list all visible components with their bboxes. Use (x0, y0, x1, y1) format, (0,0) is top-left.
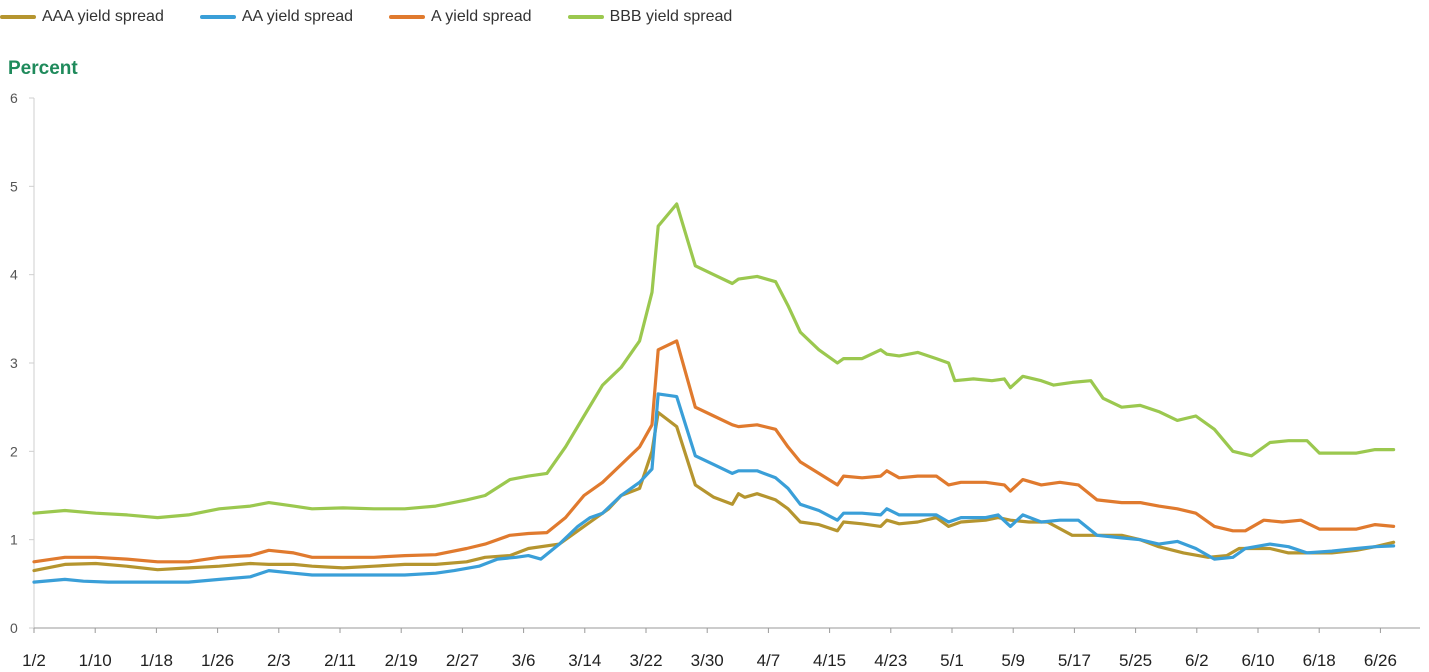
x-tick-label: 4/7 (757, 651, 781, 670)
x-tick-label: 3/6 (512, 651, 536, 670)
y-axis-unit-label: Percent (8, 58, 78, 79)
legend-item-a[interactable]: A yield spread (389, 8, 532, 26)
x-tick-label: 4/23 (874, 651, 907, 670)
y-tick-label: 3 (10, 355, 18, 371)
legend: AAA yield spread AA yield spread A yield… (0, 6, 768, 28)
x-tick-label: 6/26 (1364, 651, 1397, 670)
legend-item-aaa[interactable]: AAA yield spread (0, 8, 164, 26)
y-tick-label: 4 (10, 267, 18, 283)
legend-swatch-aa (199, 15, 236, 19)
legend-item-bbb[interactable]: BBB yield spread (567, 8, 733, 26)
x-tick-label: 5/17 (1058, 651, 1091, 670)
series-line-1 (32, 392, 1396, 584)
x-tick-label: 5/1 (940, 651, 964, 670)
legend-swatch-a (389, 15, 426, 19)
x-tick-label: 3/22 (629, 651, 662, 670)
y-tick-label: 0 (10, 620, 18, 636)
y-tick-label: 2 (10, 443, 18, 459)
x-tick-label: 5/25 (1119, 651, 1152, 670)
legend-swatch-bbb (567, 15, 604, 19)
x-tick-label: 6/18 (1303, 651, 1336, 670)
y-tick-label: 5 (10, 178, 18, 194)
x-tick-label: 6/10 (1241, 651, 1274, 670)
legend-swatch-aaa (0, 15, 36, 19)
x-tick-label: 2/11 (324, 651, 356, 670)
x-tick-label: 2/27 (446, 651, 479, 670)
x-tick-label: 3/14 (568, 651, 601, 670)
x-tick-label: 2/3 (267, 651, 291, 670)
x-tick-label: 6/2 (1185, 651, 1209, 670)
y-tick-label: 1 (10, 532, 18, 548)
y-tick-label: 6 (10, 90, 18, 106)
series-line-3 (32, 202, 1396, 520)
x-tick-label: 1/2 (22, 651, 46, 670)
legend-label-aaa: AAA yield spread (42, 8, 164, 25)
x-tick-label: 1/18 (140, 651, 173, 670)
x-tick-label: 1/26 (201, 651, 234, 670)
x-tick-label: 5/9 (1001, 651, 1025, 670)
legend-item-aa[interactable]: AA yield spread (199, 8, 354, 26)
x-tick-label: 3/30 (691, 651, 724, 670)
series-line-2 (32, 339, 1396, 564)
series-line-0 (32, 410, 1396, 573)
legend-label-a: A yield spread (431, 8, 532, 25)
x-tick-label: 1/10 (79, 651, 112, 670)
x-tick-label: 4/15 (813, 651, 846, 670)
legend-label-aa: AA yield spread (241, 8, 354, 25)
x-tick-label: 2/19 (385, 651, 418, 670)
legend-label-bbb: BBB yield spread (609, 8, 733, 25)
